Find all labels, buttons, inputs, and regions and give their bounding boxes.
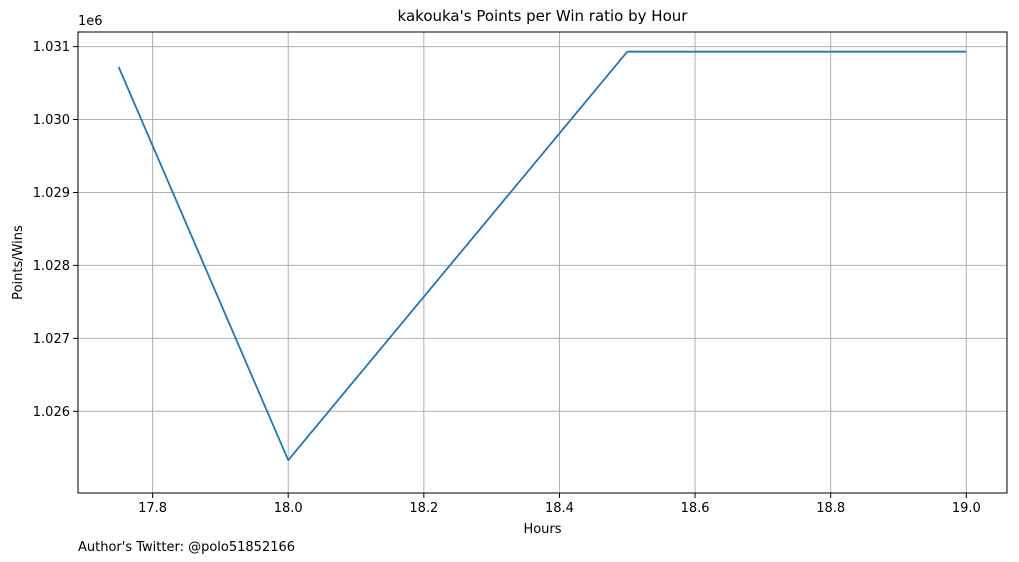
author-footer: Author's Twitter: @polo51852166	[78, 540, 295, 555]
x-tick-label: 18.6	[681, 501, 710, 516]
y-axis-offset-label: 1e6	[78, 14, 103, 29]
x-tick-label: 18.4	[545, 501, 574, 516]
plot-frame	[77, 31, 1008, 494]
x-tick-label: 17.8	[138, 501, 167, 516]
y-axis-ticks: 1.026 1.027 1.028 1.029 1.030 1.031	[33, 40, 78, 420]
y-axis-label: Points/Wins	[11, 225, 26, 300]
y-tick-label: 1.030	[33, 113, 70, 128]
y-tick-label: 1.027	[33, 332, 70, 347]
x-tick-label: 19.0	[952, 501, 981, 516]
y-tick-label: 1.029	[33, 186, 70, 201]
x-axis-ticks: 17.8 18.0 18.2 18.4 18.6 18.8 19.0	[138, 493, 981, 516]
series-line	[117, 50, 967, 462]
chart-title: kakouka's Points per Win ratio by Hour	[398, 7, 689, 25]
series-group	[117, 50, 967, 462]
y-tick-label: 1.026	[33, 405, 70, 420]
x-tick-label: 18.2	[409, 501, 438, 516]
x-tick-label: 18.8	[816, 501, 845, 516]
y-tick-label: 1.028	[33, 259, 70, 274]
x-tick-label: 18.0	[274, 501, 303, 516]
grid	[78, 32, 1007, 493]
x-axis-label: Hours	[523, 522, 561, 537]
y-tick-label: 1.031	[33, 40, 70, 55]
